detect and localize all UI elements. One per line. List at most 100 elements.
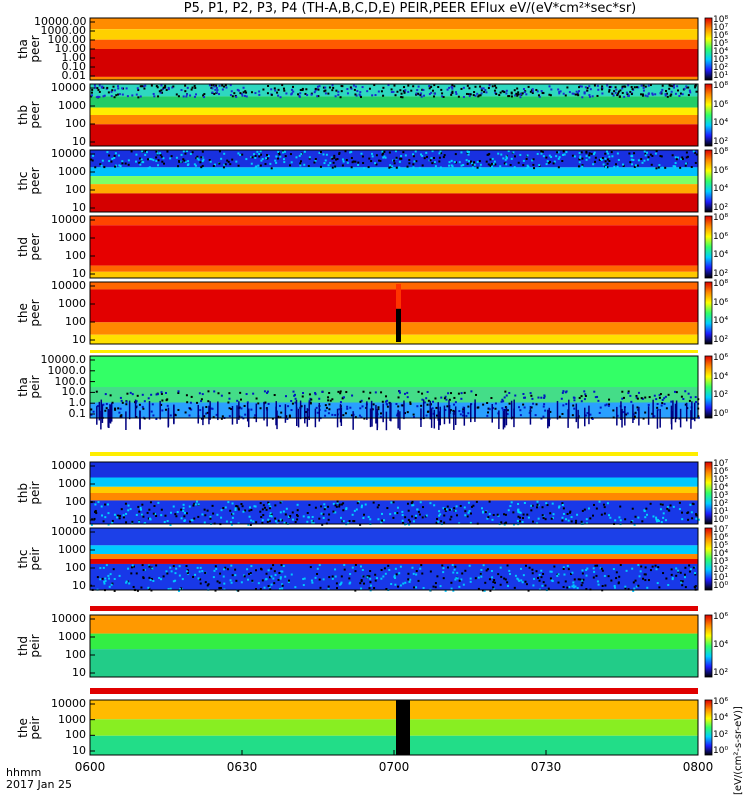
- y-tick-label: 10.00: [54, 42, 87, 55]
- panel-thd-peir: [89, 614, 699, 678]
- colorbar: [704, 527, 713, 591]
- colorbar-tick-label: 10⁸: [713, 213, 729, 223]
- colorbar-tick-label: 10²: [713, 390, 729, 401]
- x-tick-label: 0730: [530, 760, 562, 774]
- y-tick-label: 100: [65, 249, 86, 262]
- colorbar-tick-label: 10³: [713, 55, 729, 65]
- flag-strip: [90, 350, 698, 353]
- y-tick-label: 100: [65, 117, 86, 130]
- y-tick-label: 1000: [58, 630, 86, 643]
- y-tick-label: 10000: [51, 81, 86, 94]
- colorbar-tick-label: 10⁷: [713, 23, 729, 33]
- panel-ylabel: thb peir: [16, 481, 42, 505]
- y-tick-label: 10: [72, 744, 86, 757]
- panel-thc-peir: [89, 527, 699, 592]
- colorbar-tick-label: 10⁷: [713, 459, 729, 469]
- y-tick-label: 10000: [51, 147, 86, 160]
- colorbar-tick-label: 10⁰: [713, 581, 729, 591]
- colorbar-tick-label: 10⁴: [713, 640, 729, 650]
- flag-strip: [90, 688, 698, 694]
- colorbar-tick-label: 10⁶: [713, 31, 729, 41]
- colorbar-tick-label: 10⁷: [713, 525, 729, 535]
- y-tick-label: 10: [72, 579, 86, 592]
- panel-ylabel: the peir: [16, 715, 42, 740]
- y-tick-label: 10: [72, 333, 86, 346]
- colorbar-tick-label: 10⁰: [713, 746, 729, 756]
- colorbar-tick-label: 10⁸: [713, 147, 729, 157]
- y-tick-label: 100: [65, 495, 86, 508]
- panel-thc-peer: [89, 149, 699, 213]
- panel-ylabel: thb peer: [16, 101, 42, 129]
- colorbar-tick-label: 10⁶: [713, 99, 729, 110]
- figure-title: P5, P1, P2, P3, P4 (TH-A,B,C,D,E) PEIR,P…: [183, 1, 637, 16]
- y-tick-label: 100.0: [54, 374, 87, 388]
- flag-strip: [90, 606, 698, 611]
- y-tick-label: 10: [72, 135, 86, 148]
- y-tick-label: 1000: [58, 477, 86, 490]
- colorbar-tick-label: 10⁸: [713, 15, 729, 25]
- colorbar-tick-label: 10⁶: [713, 165, 729, 176]
- y-tick-label: 1000: [58, 712, 86, 726]
- y-tick-label: 10.0: [61, 385, 87, 399]
- colorbar-tick-label: 10⁰: [713, 515, 729, 525]
- y-tick-label: 100: [65, 648, 86, 661]
- y-tick-label: 1000.0: [47, 363, 87, 377]
- colorbar: [704, 281, 713, 345]
- colorbar-tick-label: 10⁴: [713, 483, 729, 493]
- y-tick-label: 10000: [51, 525, 86, 538]
- panel-ylabel: thd peer: [16, 233, 42, 261]
- x-tick-label: 0630: [226, 760, 258, 774]
- y-tick-label: 1.0: [68, 396, 87, 410]
- colorbar-tick-label: 10⁶: [713, 231, 729, 242]
- colorbar-tick-label: 10⁵: [713, 541, 729, 551]
- y-tick-label: 10000: [51, 697, 86, 710]
- panel-ylabel: thc peer: [16, 167, 42, 195]
- x-tick-label: 0600: [74, 760, 106, 774]
- colorbar-tick-label: 10²: [713, 269, 729, 279]
- colorbar-tick-label: 10⁴: [713, 713, 729, 724]
- colorbar-tick-label: 10⁸: [713, 279, 729, 289]
- y-tick-label: 1.00: [61, 51, 87, 64]
- colorbar-tick-label: 10⁶: [713, 612, 729, 622]
- y-tick-label: 100: [65, 183, 86, 196]
- y-tick-label: 10: [72, 666, 86, 679]
- colorbar-tick-label: 10⁶: [713, 533, 729, 543]
- colorbar: [704, 17, 713, 81]
- colorbar-tick-label: 10²: [713, 63, 729, 73]
- y-tick-label: 1000: [58, 297, 86, 310]
- colorbar-tick-label: 10⁴: [713, 250, 729, 261]
- colorbar: [704, 461, 713, 525]
- panel-ylabel: tha peer: [16, 35, 42, 63]
- y-tick-label: 10: [72, 513, 86, 526]
- y-tick-label: 10000: [51, 213, 86, 226]
- date-label: 2017 Jan 25: [6, 778, 72, 791]
- colorbar-tick-label: 10²: [713, 335, 729, 345]
- y-tick-label: 100: [65, 315, 86, 328]
- colorbar-tick-label: 10²: [713, 203, 729, 213]
- colorbar-tick-label: 10⁴: [713, 549, 729, 559]
- y-tick-label: 10000.00: [34, 15, 87, 28]
- y-tick-label: 10000.0: [40, 353, 87, 366]
- time-axis-label: hhmm: [6, 766, 42, 779]
- flag-strip: [90, 452, 698, 456]
- panel-the-peer: [89, 281, 699, 345]
- colorbar: [704, 355, 713, 419]
- panel-thb-peer: [89, 83, 699, 147]
- y-tick-label: 1000.00: [40, 24, 87, 37]
- colorbar: [704, 215, 713, 279]
- panel-ylabel: the peer: [16, 299, 42, 327]
- y-tick-label: 100.00: [47, 33, 87, 46]
- y-tick-label: 1000: [58, 543, 86, 556]
- panel-the-peir: [89, 699, 699, 756]
- colorbar-tick-label: 10²: [713, 729, 729, 740]
- colorbar-tick-label: 10²: [713, 137, 729, 147]
- panel-ylabel: thd peir: [16, 634, 42, 658]
- colorbar-tick-label: 10¹: [713, 507, 729, 517]
- colorbar-tick-label: 10⁴: [713, 371, 729, 382]
- y-tick-label: 10: [72, 201, 86, 214]
- panel-thb-peir: [89, 461, 700, 526]
- colorbar-tick-label: 10³: [713, 557, 729, 567]
- colorbar-tick-label: 10⁵: [713, 39, 729, 49]
- y-tick-label: 0.01: [61, 69, 87, 82]
